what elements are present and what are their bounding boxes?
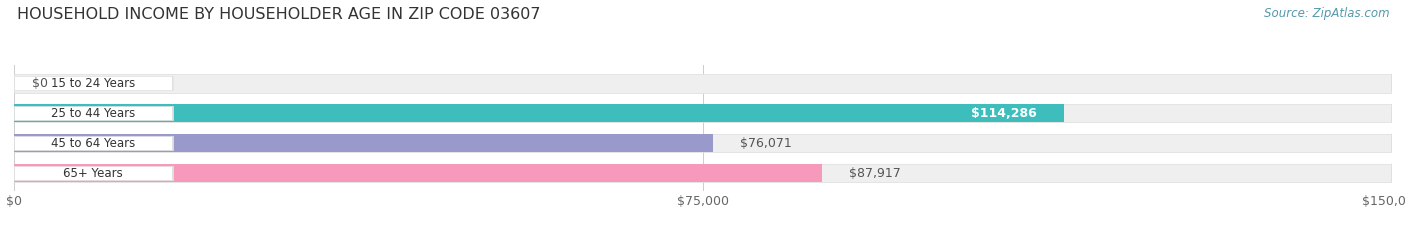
FancyBboxPatch shape [14, 164, 1392, 182]
FancyBboxPatch shape [14, 76, 173, 90]
FancyBboxPatch shape [14, 104, 1392, 123]
Text: $114,286: $114,286 [970, 107, 1036, 120]
FancyBboxPatch shape [14, 134, 1392, 152]
FancyBboxPatch shape [14, 74, 1392, 93]
Text: $0: $0 [32, 77, 48, 90]
Text: 65+ Years: 65+ Years [63, 167, 124, 180]
FancyBboxPatch shape [14, 134, 713, 152]
Text: $76,071: $76,071 [741, 137, 792, 150]
FancyBboxPatch shape [14, 104, 1064, 123]
Text: 15 to 24 Years: 15 to 24 Years [51, 77, 135, 90]
Text: $87,917: $87,917 [849, 167, 901, 180]
Text: HOUSEHOLD INCOME BY HOUSEHOLDER AGE IN ZIP CODE 03607: HOUSEHOLD INCOME BY HOUSEHOLDER AGE IN Z… [17, 7, 540, 22]
Text: 45 to 64 Years: 45 to 64 Years [51, 137, 135, 150]
FancyBboxPatch shape [14, 106, 173, 120]
FancyBboxPatch shape [14, 166, 173, 180]
Text: 25 to 44 Years: 25 to 44 Years [51, 107, 135, 120]
Text: Source: ZipAtlas.com: Source: ZipAtlas.com [1264, 7, 1389, 20]
FancyBboxPatch shape [14, 164, 821, 182]
FancyBboxPatch shape [14, 136, 173, 150]
